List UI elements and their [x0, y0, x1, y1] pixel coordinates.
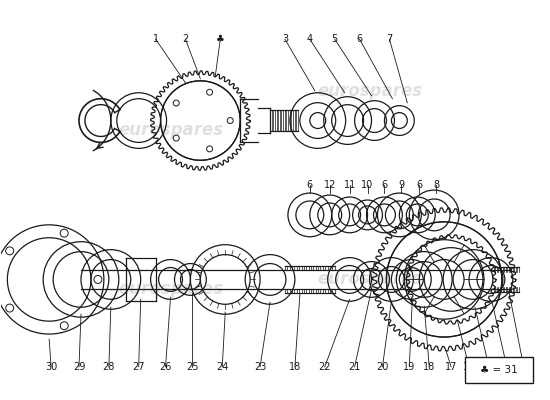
Text: 7: 7 — [386, 34, 393, 44]
Text: 30: 30 — [45, 362, 57, 372]
Text: 3: 3 — [282, 34, 288, 44]
Text: eurospares: eurospares — [118, 122, 223, 140]
Text: 6: 6 — [416, 180, 422, 190]
Text: 16: 16 — [463, 362, 475, 372]
Text: 24: 24 — [216, 362, 228, 372]
Text: 8: 8 — [433, 180, 439, 190]
Text: 17: 17 — [445, 362, 457, 372]
Text: eurospares: eurospares — [317, 82, 422, 100]
Text: 28: 28 — [103, 362, 115, 372]
Text: eurospares: eurospares — [317, 270, 422, 288]
Text: 6: 6 — [381, 180, 388, 190]
Text: eurospares: eurospares — [118, 280, 223, 298]
Text: 27: 27 — [133, 362, 145, 372]
Text: 2: 2 — [183, 34, 189, 44]
Text: 14: 14 — [500, 362, 513, 372]
Text: 6: 6 — [307, 180, 313, 190]
Text: 15: 15 — [483, 362, 495, 372]
Text: 25: 25 — [186, 362, 199, 372]
Text: 29: 29 — [73, 362, 85, 372]
Text: 1: 1 — [152, 34, 158, 44]
Text: 23: 23 — [254, 362, 266, 372]
Text: ♣ = 31: ♣ = 31 — [480, 365, 518, 375]
Text: 6: 6 — [356, 34, 362, 44]
Text: 5: 5 — [332, 34, 338, 44]
Text: 22: 22 — [318, 362, 331, 372]
Text: 10: 10 — [361, 180, 373, 190]
FancyBboxPatch shape — [465, 357, 533, 383]
Text: 12: 12 — [323, 180, 336, 190]
Text: 21: 21 — [348, 362, 361, 372]
Text: 26: 26 — [160, 362, 172, 372]
Text: 13: 13 — [518, 362, 530, 372]
Text: 18: 18 — [423, 362, 436, 372]
Text: 18: 18 — [289, 362, 301, 372]
Text: 9: 9 — [398, 180, 404, 190]
Text: 11: 11 — [344, 180, 356, 190]
Text: 20: 20 — [376, 362, 389, 372]
Text: 4: 4 — [307, 34, 313, 44]
Text: ♣: ♣ — [216, 34, 224, 44]
Text: 19: 19 — [403, 362, 415, 372]
